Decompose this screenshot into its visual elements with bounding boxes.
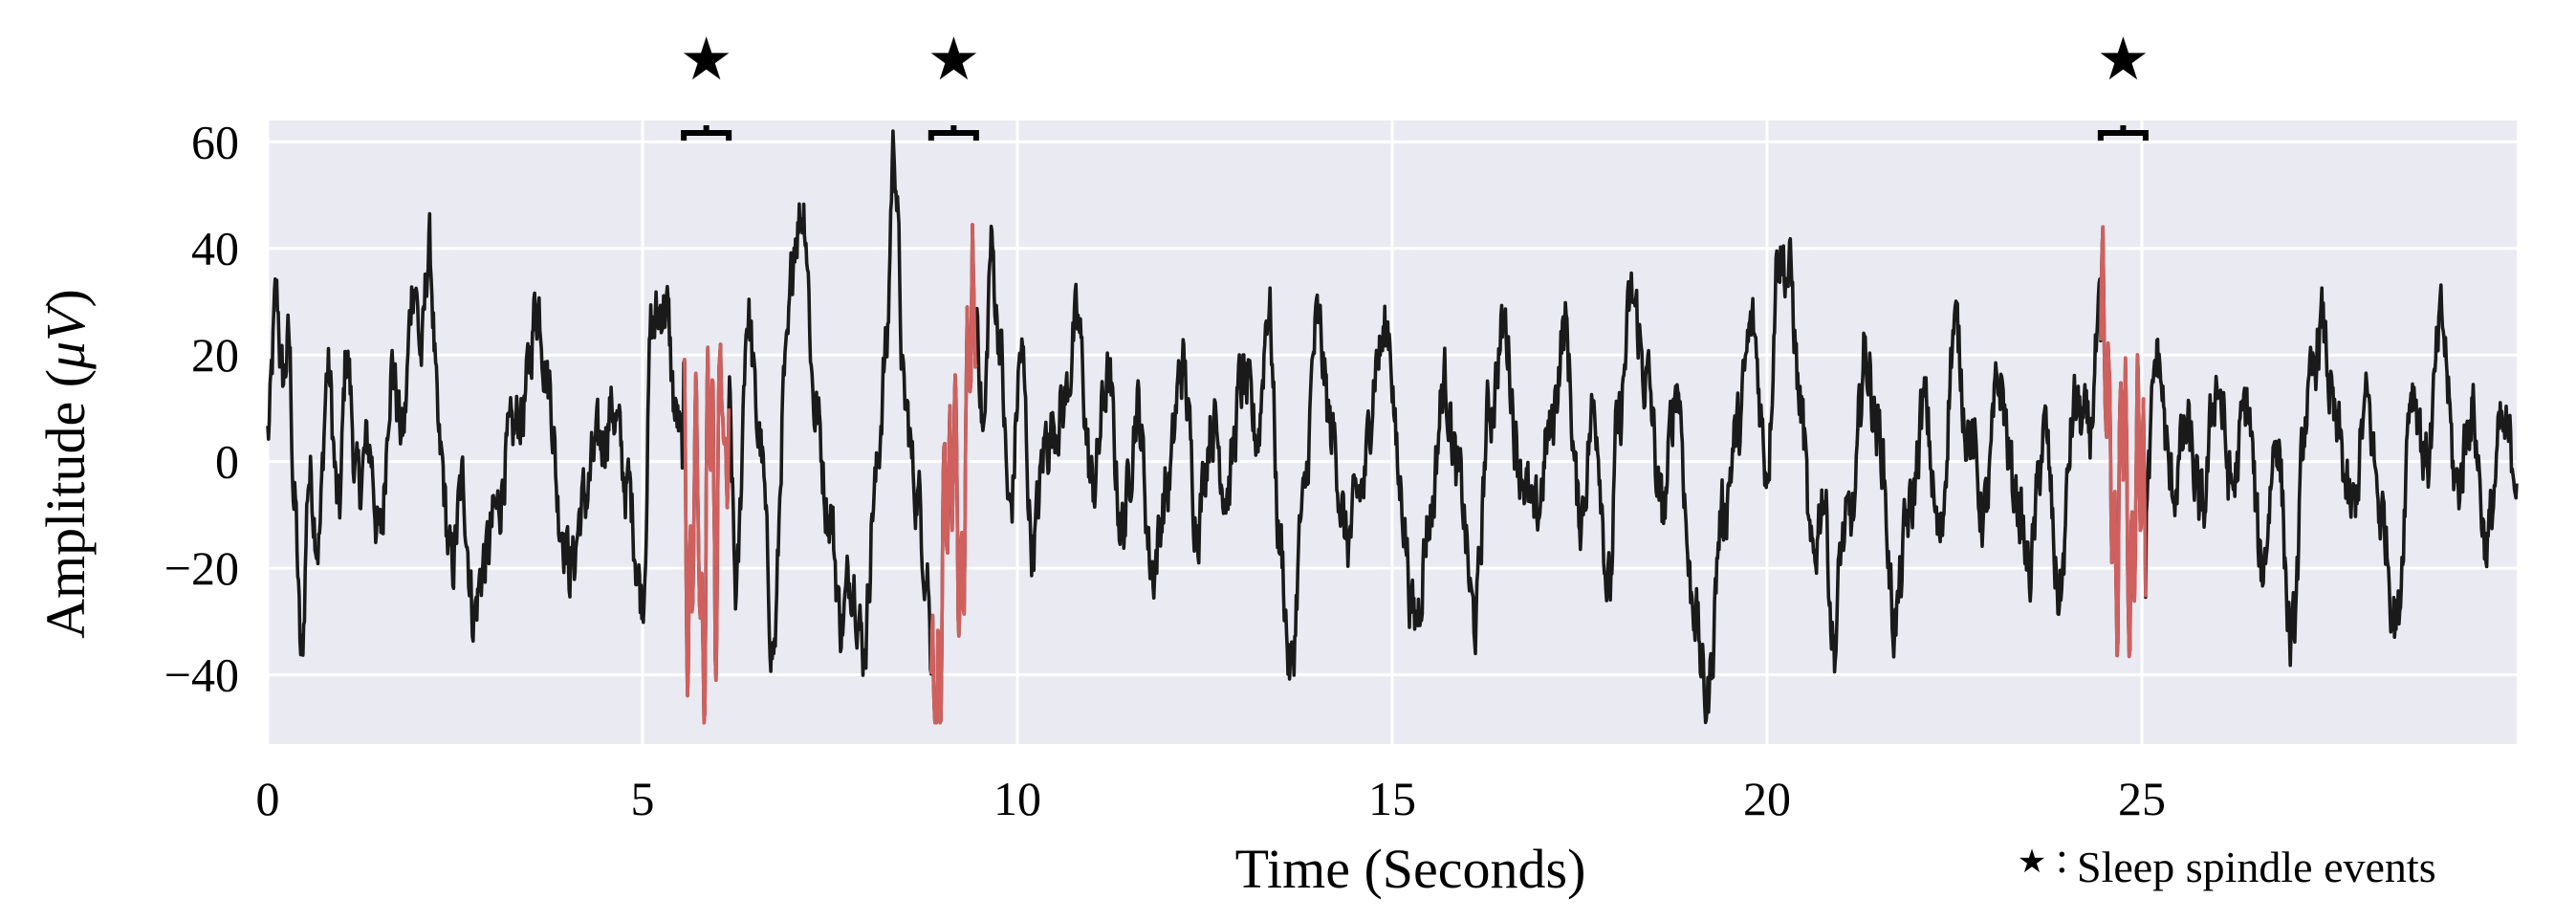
x-tick-label: 20 xyxy=(1743,772,1791,825)
spindle-star-icon: ★ xyxy=(680,24,733,94)
spindle-bracket xyxy=(2097,125,2149,141)
x-axis-ticks: 0 5 10 15 20 25 xyxy=(256,772,2167,825)
x-tick-label: 0 xyxy=(256,772,280,825)
spindle-bracket xyxy=(928,125,979,141)
x-tick-label: 25 xyxy=(2118,772,2166,825)
y-tick-label: −20 xyxy=(164,541,239,595)
legend-star-icon: ★ xyxy=(2018,843,2046,881)
x-tick-label: 10 xyxy=(993,772,1041,825)
spindle-bracket xyxy=(681,125,732,141)
x-tick-label: 5 xyxy=(631,772,655,825)
y-tick-label: 40 xyxy=(191,222,239,275)
legend-separator: : xyxy=(2056,833,2068,882)
y-tick-label: 20 xyxy=(191,328,239,382)
spindle-segment xyxy=(682,342,731,725)
x-tick-label: 15 xyxy=(1368,772,1416,825)
x-axis-title: Time (Seconds) xyxy=(1235,838,1586,900)
spindle-star-icon: ★ xyxy=(928,24,981,94)
y-tick-label: 0 xyxy=(215,435,239,489)
y-axis-ticks: 60 40 20 0 −20 −40 xyxy=(164,115,239,701)
spindle-markers: ★ ★ ★ xyxy=(680,24,2150,141)
y-tick-label: −40 xyxy=(164,648,239,702)
y-axis-title: Amplitude (μV) xyxy=(34,289,97,639)
legend-label: Sleep spindle events xyxy=(2077,843,2436,891)
legend: ★ : Sleep spindle events xyxy=(2018,833,2436,891)
y-tick-label: 60 xyxy=(191,115,239,168)
spindle-star-icon: ★ xyxy=(2097,24,2150,94)
spindle-segment xyxy=(2099,225,2148,659)
spindle-highlights xyxy=(682,223,2148,725)
spindle-segment xyxy=(929,223,978,725)
